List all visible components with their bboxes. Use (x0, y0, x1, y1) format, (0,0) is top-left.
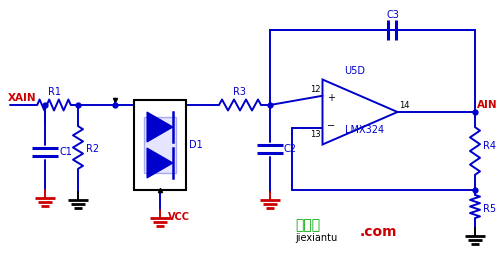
Text: VCC: VCC (168, 212, 190, 222)
Text: C3: C3 (386, 10, 399, 20)
Polygon shape (147, 148, 173, 178)
Polygon shape (147, 112, 173, 142)
Bar (134, 100, 186, 190)
Text: D1: D1 (189, 140, 203, 150)
Text: XAIN: XAIN (8, 93, 37, 103)
Text: −: − (328, 121, 336, 131)
Bar (144, 117, 176, 173)
Text: R5: R5 (483, 204, 496, 214)
Text: LMX324: LMX324 (345, 125, 385, 135)
Text: AIN: AIN (477, 100, 497, 110)
Text: R3: R3 (233, 87, 246, 97)
Text: C2: C2 (284, 144, 297, 154)
Text: U5D: U5D (345, 66, 365, 75)
Text: jiexiantu: jiexiantu (295, 233, 337, 243)
Text: R4: R4 (483, 141, 496, 151)
Text: .com: .com (360, 225, 398, 239)
Text: 12: 12 (310, 85, 321, 94)
Text: R2: R2 (86, 144, 99, 153)
Text: R1: R1 (47, 87, 60, 97)
Text: 接线图: 接线图 (295, 218, 320, 232)
Text: +: + (328, 93, 336, 103)
Text: 14: 14 (400, 101, 410, 110)
Text: C1: C1 (59, 147, 72, 157)
Text: 13: 13 (310, 130, 321, 139)
